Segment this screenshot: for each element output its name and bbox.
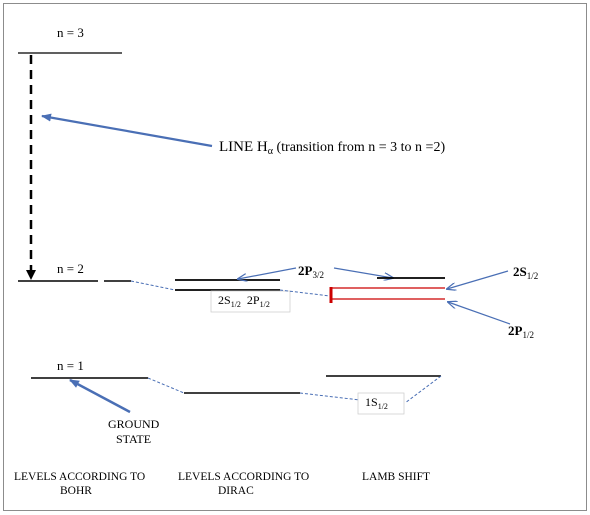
connector-bohr-dirac-n1 [147,377,185,394]
lamb-1s-label: 1S1/2 [365,395,388,411]
h-alpha-pointer-arrow [41,113,213,148]
connector-dirac-lamb-n2 [279,289,331,297]
column-dirac-line1: LEVELS ACCORDING TO [178,471,309,483]
ground-state-arrow [69,378,131,414]
connector-lamb-1s-right [404,375,442,404]
bohr-level-n3-label: n = 3 [57,25,84,40]
column-dirac-line2: DIRAC [218,485,254,497]
p32-arrow-dirac [238,267,297,279]
column-lamb: LAMB SHIFT [362,471,430,483]
connector-dirac-lamb-n1 [299,392,361,401]
p32-label: 2P3/2 [298,263,324,280]
bohr-level-n2-label: n = 2 [57,261,84,276]
h-alpha-label: LINE Hα (transition from n = 3 to n =2) [219,139,445,157]
s12-label: 2S1/2 [513,264,538,281]
dirac-degenerate-label: 2S1/2 2P1/2 [218,293,270,309]
diagram-frame [3,3,587,511]
ground-state-label-line1: GROUND [108,417,160,431]
s12-arrow [447,270,509,289]
lamb-1s-label-box [357,392,405,415]
p12-label: 2P1/2 [508,323,534,340]
bohr-level-n1-label: n = 1 [57,358,84,373]
ground-state-label-line2: STATE [116,432,151,446]
p32-arrow-lamb [333,267,393,278]
dirac-degenerate-label-box [210,290,291,313]
column-bohr-line1: LEVELS ACCORDING TO [14,471,145,483]
column-bohr-line2: BOHR [60,485,92,497]
p12-arrow [448,302,511,325]
transition-arrowhead [26,270,36,280]
connector-bohr-dirac-n2 [130,280,176,291]
